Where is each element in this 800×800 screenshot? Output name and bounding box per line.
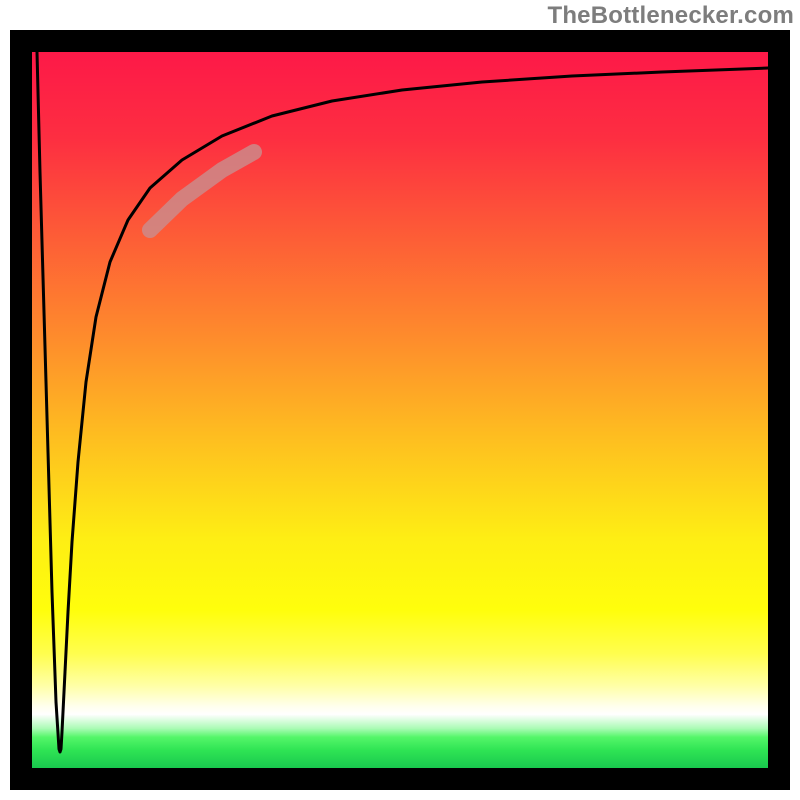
plot-area: [32, 52, 768, 768]
plot-svg: [32, 52, 768, 768]
watermark-text: TheBottlenecker.com: [547, 2, 794, 30]
stage: TheBottlenecker.com: [0, 0, 800, 800]
gradient-background: [32, 52, 768, 768]
